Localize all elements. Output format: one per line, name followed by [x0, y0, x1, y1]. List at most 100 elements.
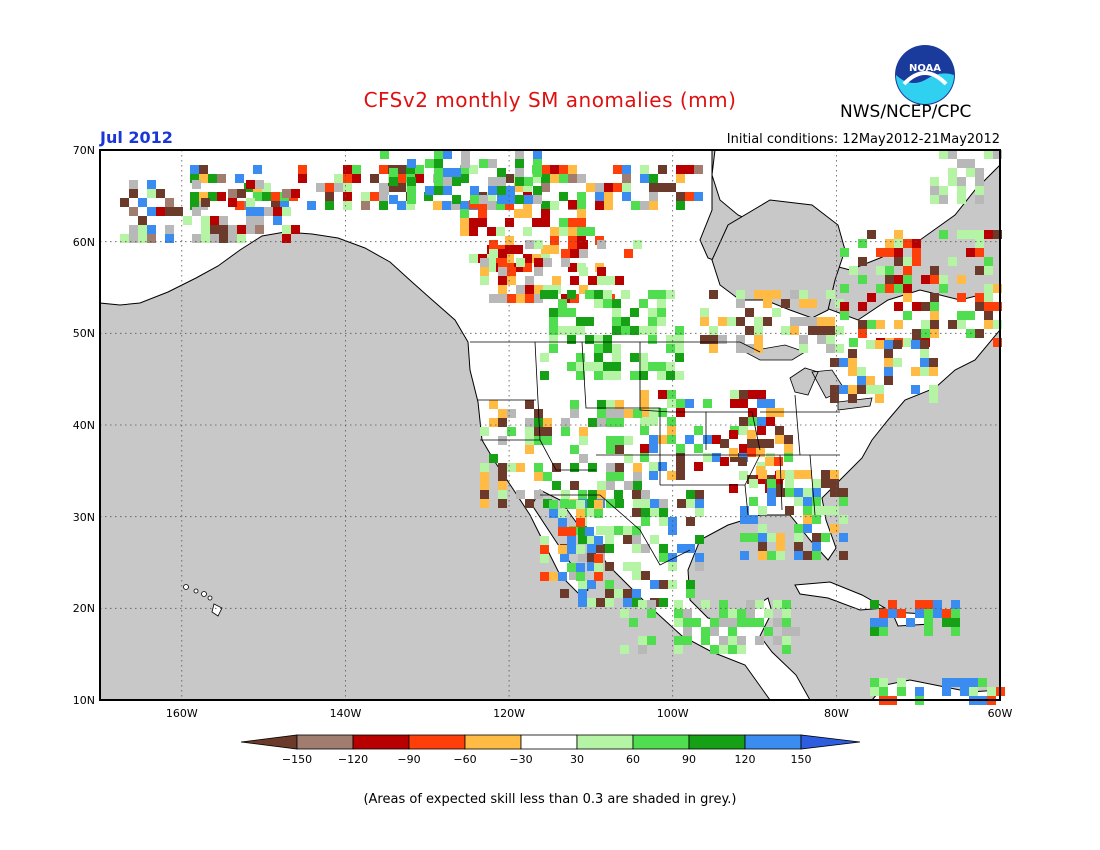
- anomaly-cell: [262, 192, 271, 201]
- anomaly-cell: [352, 165, 361, 174]
- anomaly-cell: [718, 317, 727, 326]
- anomaly-cell: [443, 186, 452, 195]
- anomaly-cell: [578, 508, 587, 517]
- legend-bin: [744, 734, 802, 750]
- anomaly-cell: [695, 490, 704, 499]
- anomaly-cell: [884, 340, 893, 349]
- anomaly-cell: [621, 317, 630, 326]
- anomaly-cell: [496, 263, 505, 272]
- anomaly-cell: [208, 192, 217, 201]
- anomaly-cell: [587, 598, 596, 607]
- anomaly-cell: [532, 254, 541, 263]
- anomaly-cell: [273, 216, 282, 225]
- anomaly-cell: [966, 311, 975, 320]
- anomaly-cell: [552, 481, 561, 490]
- anomaly-cell: [567, 362, 576, 371]
- anomaly-cell: [559, 165, 568, 174]
- hispaniola-island: [891, 611, 931, 627]
- anomaly-cell: [641, 499, 650, 508]
- anomaly-cell: [719, 645, 728, 654]
- anomaly-cell: [588, 418, 597, 427]
- anomaly-cell: [622, 174, 631, 183]
- anomaly-cell: [803, 515, 812, 524]
- anomaly-cell: [406, 201, 415, 210]
- anomaly-cell: [703, 453, 712, 462]
- anomaly-cell: [791, 627, 800, 636]
- anomaly-cell: [803, 551, 812, 560]
- anomaly-cell: [765, 439, 774, 448]
- anomaly-cell: [407, 177, 416, 186]
- anomaly-cell: [894, 275, 903, 284]
- anomaly-cell: [879, 627, 888, 636]
- anomaly-cell: [835, 344, 844, 353]
- anomaly-cell: [515, 195, 524, 204]
- anomaly-cell: [748, 408, 757, 417]
- logo-text: NOAA: [909, 63, 941, 74]
- anomaly-cell: [253, 165, 262, 174]
- anomaly-cell: [785, 488, 794, 497]
- anomaly-cell: [960, 678, 969, 687]
- anomaly-cell: [343, 174, 352, 183]
- south-america-landmass: [870, 679, 1001, 701]
- anomaly-cell: [594, 563, 603, 572]
- anomaly-cell: [613, 183, 622, 192]
- anomaly-cell: [640, 399, 649, 408]
- anomaly-cell: [730, 390, 739, 399]
- anomaly-cell: [767, 551, 776, 560]
- anomaly-cell: [588, 490, 597, 499]
- anomaly-cell: [568, 263, 577, 272]
- anomaly-cell: [577, 236, 586, 245]
- legend-bin: [632, 734, 690, 750]
- anomaly-cell: [740, 506, 749, 515]
- anomaly-cell: [738, 457, 747, 466]
- anomaly-cell: [568, 218, 577, 227]
- lat-label: 30N: [73, 511, 95, 524]
- anomaly-cell: [550, 165, 559, 174]
- anomaly-cell: [523, 254, 532, 263]
- anomaly-cell: [624, 409, 633, 418]
- legend-tick: −150: [282, 753, 312, 766]
- anomaly-cell: [803, 497, 812, 506]
- anomaly-cell: [558, 518, 567, 527]
- anomaly-cell: [389, 195, 398, 204]
- anomaly-cell: [667, 399, 676, 408]
- anomaly-cell: [612, 353, 621, 362]
- anomaly-cell: [594, 509, 603, 518]
- anomaly-cell: [549, 572, 558, 581]
- anomaly-cell: [253, 183, 262, 192]
- anomaly-cell: [540, 290, 549, 299]
- anomaly-cell: [352, 174, 361, 183]
- anomaly-cell: [549, 326, 558, 335]
- anomaly-cell: [561, 418, 570, 427]
- anomaly-cell: [585, 527, 594, 536]
- anomaly-cell: [641, 544, 650, 553]
- anomaly-cell: [525, 240, 534, 249]
- anomaly-cell: [785, 470, 794, 479]
- anomaly-cell: [596, 553, 605, 562]
- anomaly-cell: [666, 362, 675, 371]
- anomaly-cell: [657, 290, 666, 299]
- anomaly-cell: [156, 207, 165, 216]
- anomaly-cell: [639, 353, 648, 362]
- anomaly-cell: [523, 227, 532, 236]
- anomaly-cell: [812, 515, 821, 524]
- anomaly-cell: [830, 479, 839, 488]
- anomaly-cell: [728, 618, 737, 627]
- anomaly-cell: [835, 299, 844, 308]
- anomaly-cell: [577, 192, 586, 201]
- anomaly-cell: [120, 198, 129, 207]
- anomaly-cell: [876, 320, 885, 329]
- anomaly-cell: [658, 462, 667, 471]
- anomaly-cell: [594, 299, 603, 308]
- anomaly-cell: [534, 258, 543, 267]
- anomaly-cell: [649, 183, 658, 192]
- anomaly-cell: [615, 418, 624, 427]
- anomaly-cell: [567, 545, 576, 554]
- anomaly-cell: [559, 227, 568, 236]
- anomaly-cell: [858, 320, 867, 329]
- anomaly-cell: [930, 195, 939, 204]
- anomaly-cell: [489, 454, 498, 463]
- anomaly-cell: [525, 294, 534, 303]
- anomaly-cell: [888, 696, 897, 705]
- anomaly-cell: [576, 317, 585, 326]
